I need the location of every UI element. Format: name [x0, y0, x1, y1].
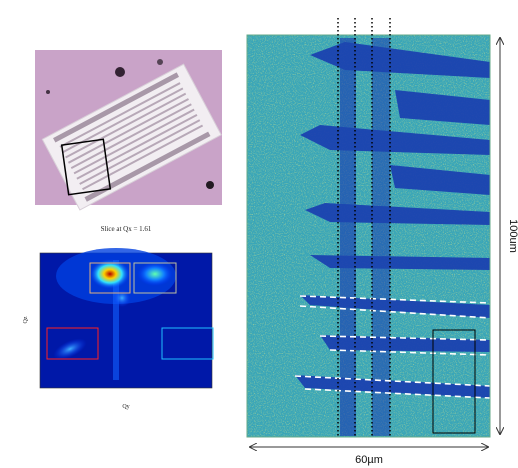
figure: Slice at Qx = 1.61 Qz Qy — [0, 0, 518, 468]
height-label: 100um — [507, 219, 518, 253]
x-axis-label: Qy — [122, 404, 129, 410]
plot-title: Slice at Qx = 1.61 — [101, 225, 152, 233]
slice-plot: Slice at Qx = 1.61 Qz Qy — [23, 225, 213, 410]
y-axis-label: Qz — [23, 316, 29, 323]
device-photo — [35, 50, 222, 210]
map — [247, 18, 490, 437]
width-label: 60µm — [355, 454, 383, 466]
